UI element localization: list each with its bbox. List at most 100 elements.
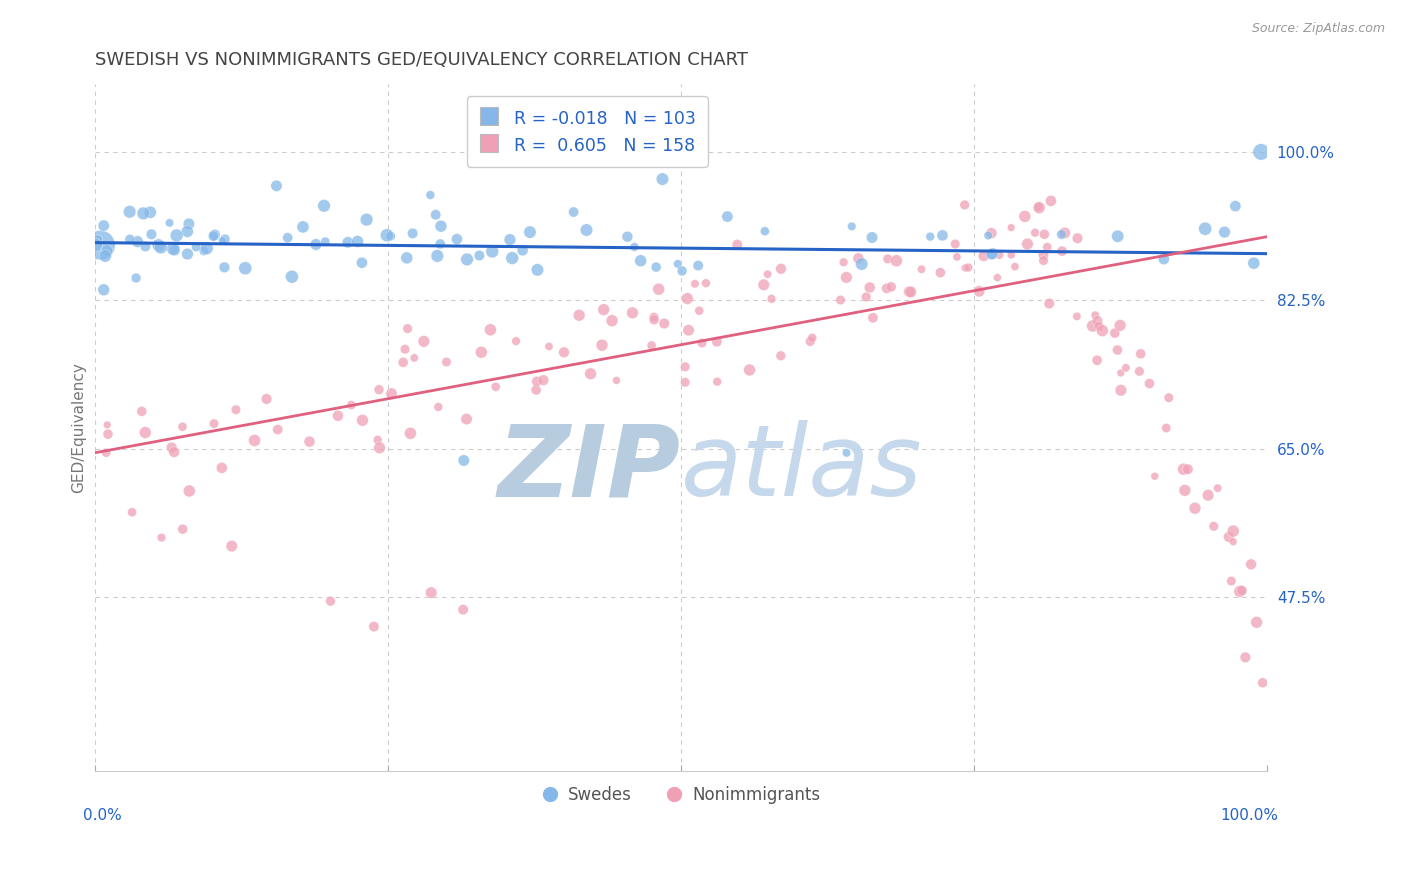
Point (392, 355, 415, 369)
Point (1050, 227, 1073, 242)
Point (401, 227, 423, 241)
Point (621, 306, 644, 320)
Point (1129, 347, 1152, 361)
Point (1143, 469, 1166, 483)
Point (910, 262, 932, 277)
Point (368, 441, 391, 455)
Point (118, 204, 141, 219)
Point (202, 229, 225, 244)
Point (326, 409, 349, 423)
Point (841, 219, 863, 234)
Point (186, 240, 208, 254)
Point (159, 216, 181, 230)
Point (505, 334, 527, 348)
Point (84, 238, 107, 252)
Point (380, 386, 402, 401)
Point (1153, 252, 1175, 266)
Point (980, 247, 1002, 261)
Point (1032, 248, 1054, 262)
Point (651, 172, 673, 186)
Point (519, 225, 541, 239)
Point (678, 323, 700, 337)
Point (118, 232, 141, 246)
Point (846, 252, 869, 266)
Point (1107, 343, 1129, 357)
Point (176, 224, 198, 238)
Point (356, 212, 378, 227)
Point (1174, 483, 1197, 498)
Point (319, 594, 342, 608)
Point (673, 376, 696, 390)
Point (645, 260, 668, 274)
Point (148, 238, 170, 252)
Point (931, 228, 953, 243)
Point (690, 336, 713, 351)
Point (688, 303, 710, 318)
Point (568, 308, 591, 322)
Point (149, 240, 172, 254)
Point (425, 208, 447, 222)
Point (929, 266, 952, 280)
Point (537, 339, 560, 353)
Point (420, 585, 443, 599)
Point (501, 251, 523, 265)
Point (1230, 583, 1253, 598)
Point (592, 302, 614, 317)
Point (898, 285, 921, 299)
Point (93, 219, 115, 233)
Point (1234, 650, 1257, 665)
Point (451, 602, 474, 616)
Point (1066, 310, 1088, 324)
Point (139, 205, 162, 219)
Point (900, 285, 922, 299)
Point (312, 199, 335, 213)
Point (769, 349, 792, 363)
Point (832, 255, 855, 269)
Point (395, 251, 418, 265)
Point (1109, 384, 1132, 398)
Point (134, 425, 156, 440)
Point (706, 375, 728, 389)
Point (1222, 534, 1244, 549)
Point (468, 248, 491, 262)
Point (1050, 244, 1073, 259)
Point (1053, 226, 1076, 240)
Point (162, 242, 184, 256)
Point (298, 434, 321, 449)
Point (1251, 675, 1274, 690)
Point (193, 244, 215, 258)
Point (591, 338, 613, 352)
Point (955, 260, 977, 275)
Point (281, 269, 304, 284)
Point (346, 235, 368, 249)
Point (1028, 201, 1050, 215)
Point (643, 313, 665, 327)
Point (352, 413, 374, 427)
Point (1085, 353, 1108, 368)
Point (880, 280, 903, 294)
Point (761, 292, 783, 306)
Point (1220, 574, 1243, 588)
Point (267, 423, 290, 437)
Point (876, 252, 898, 266)
Point (470, 345, 492, 359)
Point (835, 446, 858, 460)
Point (756, 267, 779, 281)
Point (676, 292, 699, 306)
Point (1206, 481, 1229, 495)
Point (579, 367, 602, 381)
Text: atlas: atlas (681, 420, 922, 517)
Point (1036, 240, 1059, 254)
Point (752, 277, 775, 292)
Text: ZIP: ZIP (498, 420, 681, 517)
Point (436, 355, 458, 369)
Point (1229, 584, 1251, 599)
Point (716, 210, 738, 224)
Point (876, 281, 898, 295)
Point (141, 227, 163, 242)
Point (225, 402, 247, 417)
Point (446, 232, 468, 246)
Point (623, 240, 645, 254)
Point (1107, 229, 1129, 244)
Point (986, 270, 1008, 285)
